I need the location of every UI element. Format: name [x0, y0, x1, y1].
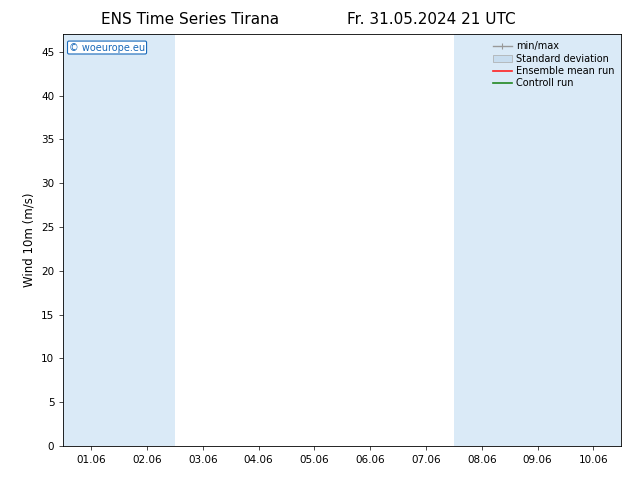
Text: ENS Time Series Tirana: ENS Time Series Tirana: [101, 12, 279, 27]
Bar: [63, 34, 119, 446]
Legend: min/max, Standard deviation, Ensemble mean run, Controll run: min/max, Standard deviation, Ensemble me…: [491, 39, 616, 90]
Text: Fr. 31.05.2024 21 UTC: Fr. 31.05.2024 21 UTC: [347, 12, 515, 27]
Bar: [454, 34, 510, 446]
Bar: [566, 34, 621, 446]
Y-axis label: Wind 10m (m/s): Wind 10m (m/s): [23, 193, 36, 287]
Bar: [119, 34, 175, 446]
Bar: [510, 34, 566, 446]
Text: © woeurope.eu: © woeurope.eu: [69, 43, 145, 52]
